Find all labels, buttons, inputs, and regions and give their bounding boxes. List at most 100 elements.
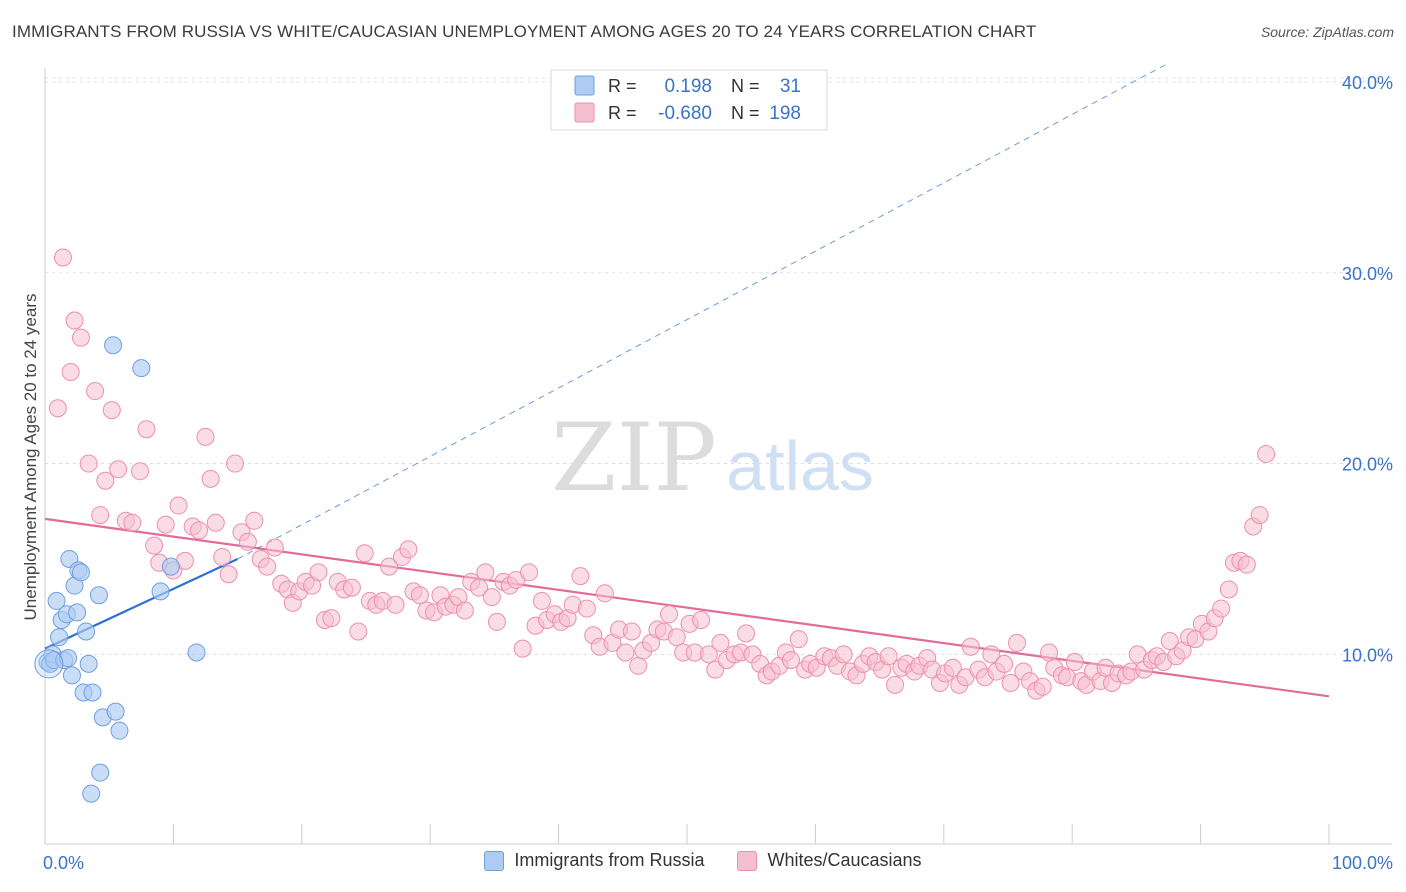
data-point-russia: [161, 557, 180, 576]
data-point-russia: [91, 763, 110, 782]
series-whites-caucasians: [48, 248, 1276, 700]
data-point-whites: [342, 578, 361, 597]
data-point-whites: [123, 513, 142, 532]
data-point-whites: [577, 599, 596, 618]
y-tick-label: 30.0%: [1342, 264, 1393, 284]
chart-title: IMMIGRANTS FROM RUSSIA VS WHITE/CAUCASIA…: [12, 22, 1037, 41]
data-point-whites: [410, 586, 429, 605]
data-point-whites: [109, 460, 128, 479]
legend-swatch-pink: [737, 850, 758, 871]
data-point-whites: [238, 532, 257, 551]
data-point-whites: [1160, 632, 1179, 651]
data-point-whites: [156, 515, 175, 534]
data-point-whites: [65, 311, 84, 330]
data-point-whites: [145, 536, 164, 555]
data-point-whites: [706, 660, 725, 679]
stats-legend-r-value-2: -0.680: [658, 103, 712, 124]
data-point-whites: [622, 622, 641, 641]
data-point-whites: [699, 645, 718, 664]
data-point-whites: [943, 658, 962, 677]
data-point-russia: [68, 603, 87, 622]
data-point-russia: [89, 586, 108, 605]
data-point-whites: [190, 521, 209, 540]
data-point-whites: [86, 382, 105, 401]
legend-item-whites-caucasians[interactable]: Whites/Caucasians: [737, 850, 922, 871]
data-point-russia: [34, 649, 64, 679]
data-point-whites: [399, 540, 418, 559]
stats-legend-r-label-2: R =: [608, 103, 637, 123]
legend-swatch-blue: [484, 850, 505, 871]
data-point-whites: [469, 578, 488, 597]
stats-legend-blue-swatch: [574, 75, 595, 96]
data-point-whites: [91, 506, 110, 525]
stats-legend-r-value-1: 0.198: [664, 76, 712, 97]
stats-legend: R = 0.198 N = 31 R = -0.680 N = 198: [550, 69, 828, 131]
trend-line-russia: [44, 557, 239, 650]
data-point-russia: [151, 582, 170, 601]
data-point-whites: [355, 544, 374, 563]
data-point-whites: [455, 601, 474, 620]
data-point-whites: [616, 643, 635, 662]
data-point-whites: [1007, 633, 1026, 652]
data-point-russia: [110, 721, 129, 740]
data-point-whites: [1237, 555, 1256, 574]
data-point-whites: [61, 362, 80, 381]
data-point-russia: [83, 683, 102, 702]
axis-layer: 10.0% 20.0% 30.0% 40.0% 0.0% 100.0%: [43, 68, 1393, 873]
legend-item-immigrants-from-russia[interactable]: Immigrants from Russia: [484, 850, 704, 871]
x-tick-label: 0.0%: [43, 853, 84, 873]
data-point-russia: [104, 336, 123, 355]
data-point-whites: [1212, 599, 1231, 618]
stats-legend-pink-swatch: [574, 102, 595, 123]
data-point-russia: [62, 666, 81, 685]
data-point-whites: [629, 656, 648, 675]
data-point-whites: [879, 647, 898, 666]
y-tick-label: 10.0%: [1342, 645, 1393, 665]
stats-legend-n-value-1: 31: [780, 76, 801, 97]
data-point-russia: [50, 628, 69, 647]
legend-label-whites-caucasians: Whites/Caucasians: [767, 850, 922, 870]
data-point-whites: [1001, 673, 1020, 692]
data-point-whites: [1219, 580, 1238, 599]
data-point-whites: [79, 454, 98, 473]
data-point-whites: [213, 548, 232, 567]
data-point-whites: [1257, 445, 1276, 464]
data-point-whites: [1065, 652, 1084, 671]
watermark-zip: ZIP: [551, 404, 717, 513]
data-point-whites: [711, 633, 730, 652]
data-point-whites: [789, 630, 808, 649]
data-point-whites: [737, 624, 756, 643]
data-point-whites: [995, 654, 1014, 673]
data-point-whites: [982, 645, 1001, 664]
data-point-russia: [71, 563, 90, 582]
data-point-whites: [520, 563, 539, 582]
data-point-russia: [59, 649, 78, 668]
data-point-whites: [322, 609, 341, 628]
series-immigrants-from-russia: [34, 336, 206, 803]
legend-label-immigrants-from-russia: Immigrants from Russia: [514, 850, 705, 870]
data-point-whites: [206, 513, 225, 532]
data-point-whites: [1250, 506, 1269, 525]
data-point-whites: [196, 427, 215, 446]
data-point-whites: [226, 454, 245, 473]
data-point-whites: [137, 420, 156, 439]
data-point-russia: [132, 359, 151, 378]
data-point-whites: [487, 612, 506, 631]
data-point-whites: [782, 651, 801, 670]
data-point-whites: [513, 639, 532, 658]
stats-legend-r-label-1: R =: [608, 76, 637, 96]
data-point-whites: [131, 462, 150, 481]
y-tick-label: 40.0%: [1342, 73, 1393, 93]
data-point-whites: [245, 511, 264, 530]
data-point-whites: [48, 399, 67, 418]
data-point-whites: [482, 588, 501, 607]
data-point-whites: [692, 611, 711, 630]
stats-legend-n-label-1: N =: [731, 76, 760, 96]
data-point-whites: [660, 605, 679, 624]
data-point-whites: [667, 628, 686, 647]
trend-layer: [44, 62, 1330, 698]
watermark-atlas: atlas: [726, 427, 874, 505]
data-point-whites: [595, 584, 614, 603]
data-point-whites: [834, 645, 853, 664]
